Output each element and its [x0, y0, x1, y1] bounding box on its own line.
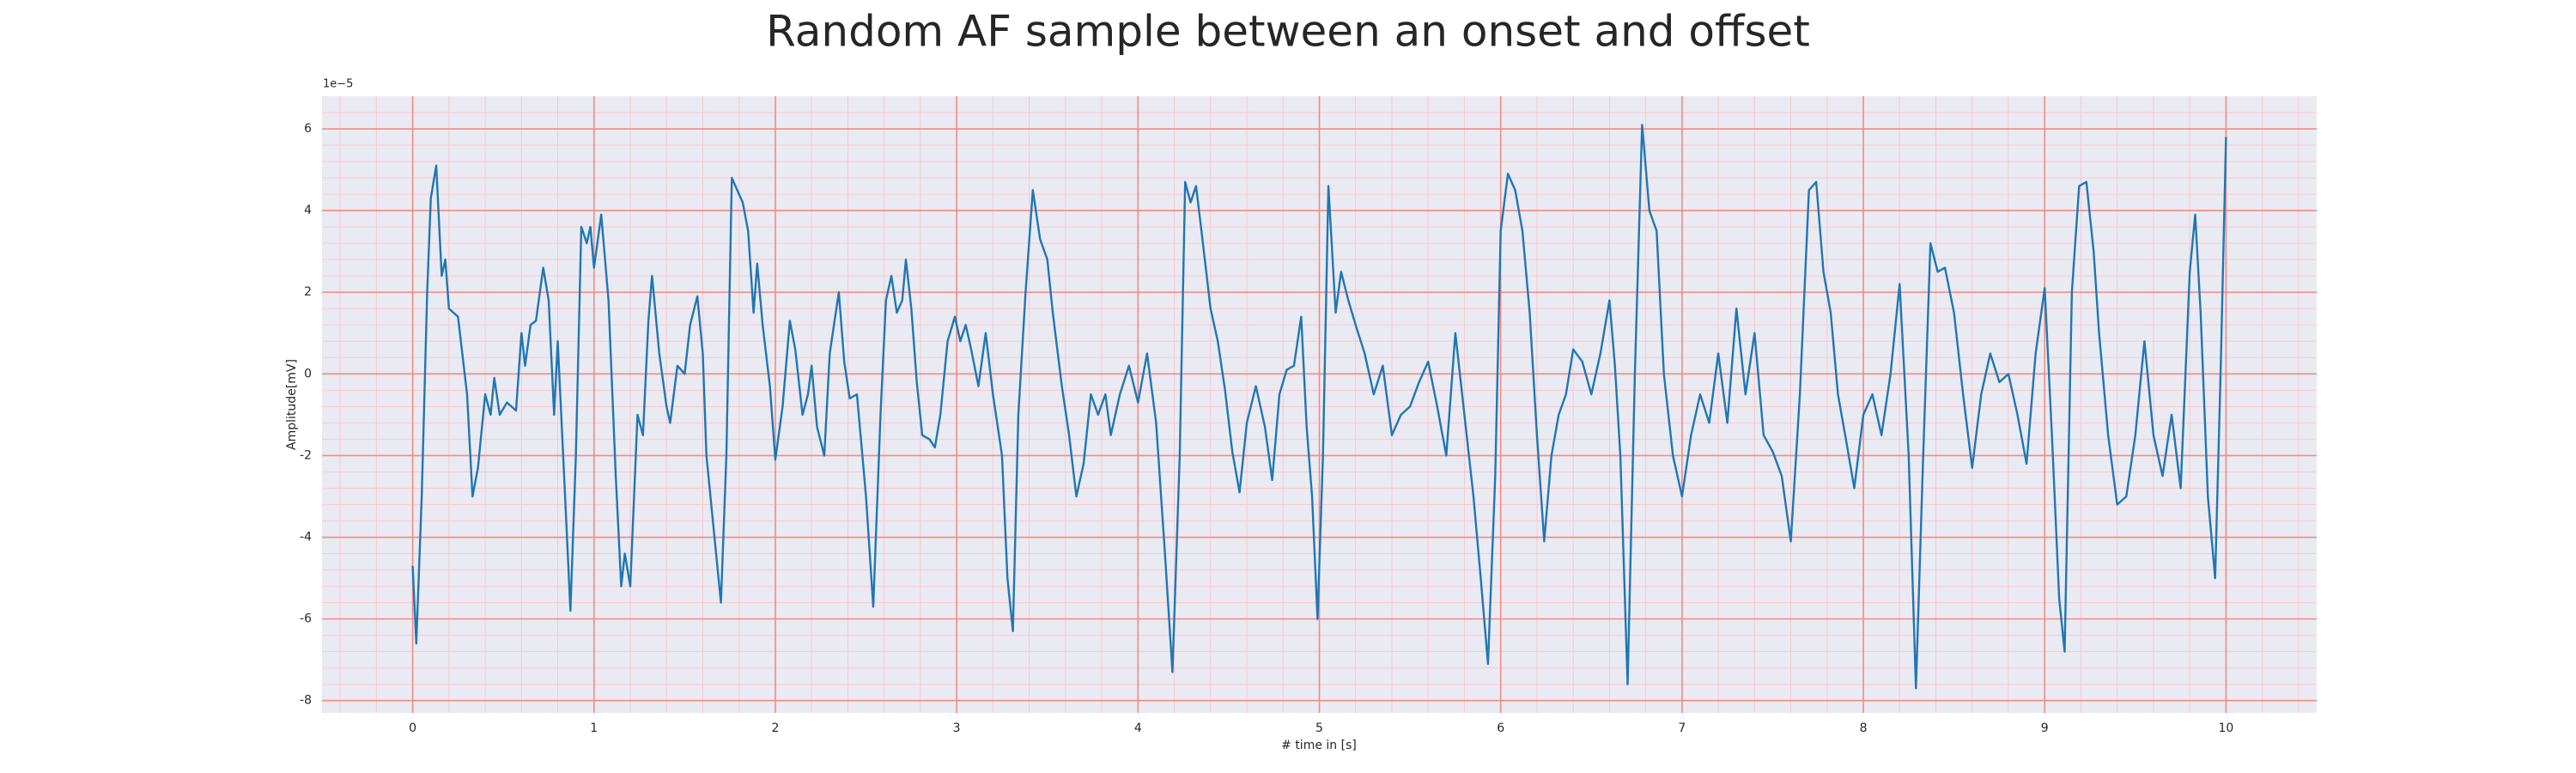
y-tick-label: -6: [300, 612, 312, 626]
y-axis-label: Amplitude[mV]: [285, 359, 299, 450]
y-offset-label: 1e−5: [323, 78, 353, 91]
y-tick-label: 4: [304, 204, 312, 217]
x-tick-label: 0: [409, 721, 416, 735]
x-tick-label: 4: [1134, 721, 1142, 735]
y-tick-label: 0: [304, 367, 312, 380]
x-tick-label: 8: [1860, 721, 1868, 735]
y-tick-label: -8: [300, 694, 312, 708]
y-tick-label: -2: [300, 448, 312, 462]
x-tick-label: 5: [1315, 721, 1323, 735]
x-axis-label: # time in [s]: [1281, 739, 1357, 752]
y-tick-label: 2: [304, 285, 312, 299]
x-tick-label: 2: [771, 721, 779, 735]
y-tick-label: -4: [300, 531, 312, 545]
data-line: [411, 124, 2227, 690]
x-tick-label: 3: [953, 721, 961, 735]
x-tick-label: 6: [1497, 721, 1504, 735]
x-tick-label: 10: [2218, 721, 2233, 735]
x-tick-label: 7: [1678, 721, 1686, 735]
x-tick-label: 1: [590, 721, 598, 735]
x-tick-label: 9: [2041, 721, 2049, 735]
chart-title: Random AF sample between an onset and of…: [766, 7, 1810, 57]
y-tick-label: 6: [304, 122, 312, 136]
